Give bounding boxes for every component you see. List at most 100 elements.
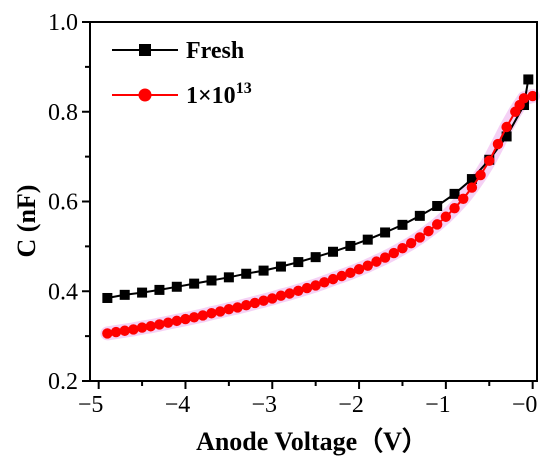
data-point-fresh <box>258 265 269 276</box>
data-point-irradiated <box>527 90 538 102</box>
data-point-irradiated <box>214 306 226 317</box>
data-point-irradiated <box>301 282 313 294</box>
legend-label-fresh: Fresh <box>186 38 244 64</box>
x-tick-label: −4 <box>165 392 191 418</box>
data-point-fresh <box>223 272 234 283</box>
data-point-irradiated <box>128 324 139 335</box>
x-tick-label: −3 <box>251 392 277 418</box>
data-point-irradiated <box>388 247 399 259</box>
data-point-irradiated <box>449 203 460 214</box>
highlight-layer <box>100 89 540 341</box>
data-point-irradiated <box>492 138 504 150</box>
data-point-irradiated <box>379 252 391 263</box>
data-point-irradiated <box>310 280 321 291</box>
data-point-irradiated <box>232 302 243 313</box>
data-point-irradiated <box>284 288 295 299</box>
y-tick-label: 1.0 <box>48 10 78 36</box>
x-tick-label: −2 <box>338 392 364 418</box>
data-point-irradiated <box>258 295 269 306</box>
data-point-irradiated <box>223 304 235 315</box>
data-point-fresh <box>523 74 534 85</box>
data-point-irradiated <box>162 317 174 328</box>
y-tick-label: 0.8 <box>48 100 78 126</box>
data-point-fresh <box>137 287 148 298</box>
data-point-irradiated <box>414 232 426 243</box>
data-point-irradiated <box>275 290 287 301</box>
data-point-irradiated <box>206 308 217 319</box>
data-point-fresh <box>241 268 252 279</box>
data-point-irradiated <box>336 270 347 282</box>
data-point-fresh <box>154 284 165 295</box>
y-tick-label: 0.6 <box>48 190 78 216</box>
data-point-fresh <box>189 278 200 289</box>
data-point-fresh <box>449 188 460 199</box>
data-point-irradiated <box>119 325 130 336</box>
data-point-irradiated <box>188 312 200 323</box>
data-point-irradiated <box>362 260 373 271</box>
data-point-irradiated <box>405 238 417 249</box>
data-point-irradiated <box>319 277 330 288</box>
x-tick-label: −1 <box>425 392 451 418</box>
series-highlight <box>100 89 540 341</box>
data-point-irradiated <box>484 155 495 166</box>
data-point-irradiated <box>327 273 339 285</box>
data-point-irradiated <box>475 169 486 181</box>
legend-marker-irradiated <box>138 88 152 102</box>
data-point-irradiated <box>371 256 382 267</box>
data-point-irradiated <box>102 328 113 339</box>
data-point-fresh <box>397 219 408 230</box>
x-axis-title: Anode Voltage（V） <box>196 427 428 456</box>
x-tick-label: −0 <box>512 392 538 418</box>
legend-entry-irradiated: 1×1013 <box>112 80 252 109</box>
data-point-irradiated <box>466 182 478 193</box>
data-point-irradiated <box>353 264 365 275</box>
data-point-irradiated <box>458 193 469 205</box>
y-tick-label: 0.4 <box>48 279 78 305</box>
data-point-irradiated <box>136 322 148 333</box>
data-point-irradiated <box>501 121 512 133</box>
data-point-fresh <box>414 210 425 221</box>
data-point-fresh <box>328 246 339 257</box>
data-point-fresh <box>293 257 304 268</box>
data-point-irradiated <box>180 313 191 325</box>
data-point-fresh <box>119 289 130 300</box>
data-point-fresh <box>380 227 391 238</box>
y-axis-title: C (nF) <box>12 185 41 258</box>
data-point-irradiated <box>249 297 261 309</box>
data-point-irradiated <box>518 93 530 104</box>
data-point-irradiated <box>154 319 165 330</box>
data-point-fresh <box>501 131 512 142</box>
data-point-fresh <box>102 292 113 303</box>
data-point-irradiated <box>197 310 209 321</box>
legend-label-irradiated: 1×1013 <box>186 80 252 109</box>
legend-entry-fresh: Fresh <box>112 38 244 64</box>
data-point-irradiated <box>267 293 278 304</box>
data-point-irradiated <box>241 299 252 311</box>
data-point-irradiated <box>171 315 182 327</box>
axis-layer: −5 −4 −3 −2 −1 −0 0.2 0.4 0.6 0.8 1.0 <box>48 10 537 418</box>
data-point-irradiated <box>345 267 356 279</box>
y-tick-label: 0.2 <box>48 369 78 395</box>
data-point-fresh <box>206 275 217 286</box>
data-point-fresh <box>310 252 321 263</box>
data-point-fresh <box>345 240 356 251</box>
data-point-irradiated <box>110 326 122 338</box>
x-tick-label: −5 <box>78 392 104 418</box>
legend: Fresh 1×1013 <box>112 38 252 109</box>
data-point-fresh <box>432 200 443 211</box>
series-layer <box>102 74 538 339</box>
data-point-irradiated <box>431 219 443 230</box>
legend-label-irradiated-base: 1×10 <box>186 83 236 109</box>
data-point-irradiated <box>423 225 434 237</box>
legend-marker-fresh <box>139 44 151 56</box>
series-line-1 <box>107 95 533 335</box>
data-point-fresh <box>362 234 373 245</box>
data-point-irradiated <box>145 321 156 332</box>
data-point-fresh <box>466 174 477 185</box>
data-point-irradiated <box>293 285 304 297</box>
legend-label-irradiated-exponent: 13 <box>236 80 252 97</box>
data-point-irradiated <box>397 242 408 254</box>
data-point-irradiated <box>440 211 452 222</box>
data-point-fresh <box>275 261 286 272</box>
